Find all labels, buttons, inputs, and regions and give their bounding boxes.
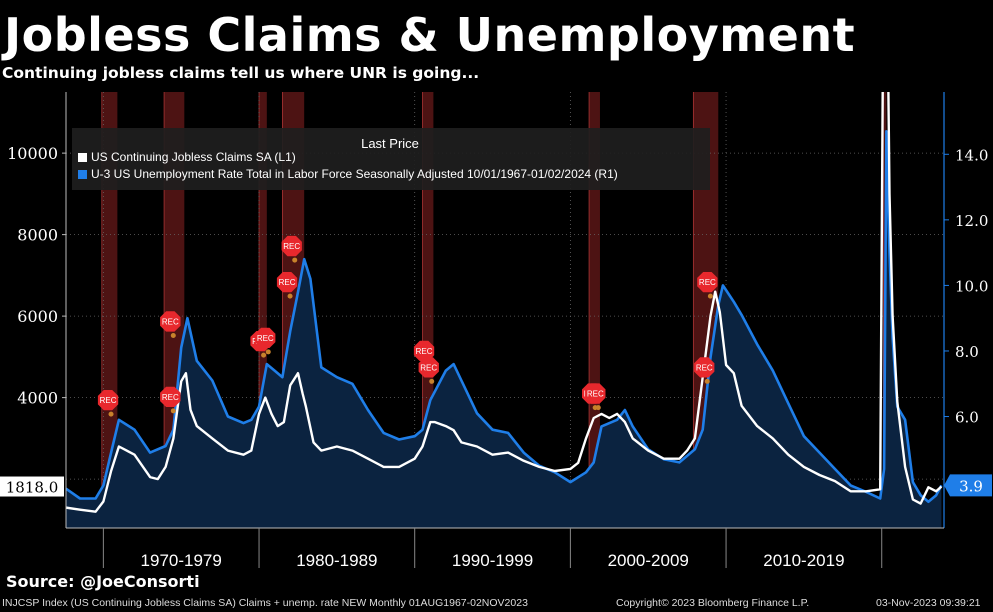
rec-marker-label: REC: [162, 317, 179, 326]
rec-marker-dot: [704, 378, 710, 384]
rec-marker-dot: [261, 352, 267, 358]
chart-legend: Last Price US Continuing Jobless Claims S…: [72, 128, 710, 190]
recession-band: [589, 92, 600, 528]
rec-marker: [697, 272, 718, 293]
rec-marker-label: REC: [416, 347, 433, 356]
rec-marker: [281, 235, 302, 257]
rec-marker-dot: [707, 293, 713, 299]
rec-marker-dot: [595, 405, 601, 411]
legend-entry-label: U-3 US Unemployment Rate Total in Labor …: [91, 167, 618, 181]
recession-band: [101, 92, 118, 528]
index-info: INJCSP Index (US Continuing Jobless Clai…: [2, 597, 528, 609]
rec-marker: [97, 390, 119, 411]
left-axis-tick-label: 8000: [17, 226, 58, 245]
left-axis-tick-label: 6000: [17, 307, 58, 326]
left-axis-tick-label: 4000: [17, 389, 58, 408]
rec-marker-dot: [265, 349, 271, 355]
right-axis-tick-label: 12.0: [955, 212, 988, 230]
x-axis-tick-label: 2000-2009: [608, 551, 689, 570]
legend-entry-label: US Continuing Jobless Claims SA (L1): [91, 150, 296, 164]
rec-markers: RECRECRECRECRECRECRECRECRECRECRECRECREC: [97, 235, 718, 417]
rec-marker: [694, 357, 715, 378]
legend-box: [72, 128, 710, 190]
chart-title: Jobless Claims & Unemployment: [4, 8, 856, 62]
left-last-value-tag: [0, 476, 64, 497]
rec-marker-dot: [108, 411, 114, 417]
x-axis-tick-label: 1970-1979: [141, 551, 222, 570]
series-line-unemployment-rate: [66, 130, 943, 504]
copyright: Copyright© 2023 Bloomberg Finance L.P.: [616, 597, 810, 609]
rec-marker: [413, 340, 435, 362]
rec-marker: [418, 357, 439, 378]
right-axis-tick-label: 6.0: [955, 409, 979, 427]
unemployment-area: [66, 131, 942, 528]
rec-marker-dot: [429, 378, 435, 384]
rec-marker-dot: [170, 332, 176, 338]
rec-marker-label: REC: [162, 393, 179, 402]
left-last-value-label: 1818.0: [6, 479, 59, 497]
rec-marker-label: REC: [279, 278, 296, 287]
x-axis-tick-label: 1990-1999: [452, 551, 533, 570]
right-axis-tick-label: 8.0: [955, 343, 979, 361]
rec-marker: [255, 327, 276, 348]
series-line-continuing-claims: [66, 92, 943, 513]
recession-band: [259, 92, 267, 528]
rec-marker: [585, 383, 606, 404]
recession-band: [422, 92, 434, 528]
timestamp: 03-Nov-2023 09:39:21: [876, 597, 981, 609]
rec-marker: [160, 311, 181, 332]
rec-marker-label: REC: [257, 334, 274, 343]
rec-marker: [276, 272, 298, 293]
rec-marker-label: REC: [100, 396, 117, 405]
rec-marker-label: REC: [699, 278, 716, 287]
chart-subtitle: Continuing jobless claims tell us where …: [2, 64, 480, 82]
legend-title: Last Price: [361, 136, 419, 151]
rec-marker-label: REC: [696, 363, 713, 372]
x-axis-tick-label: 1980-1989: [296, 551, 377, 570]
rec-marker: [160, 386, 181, 407]
right-axis-tick-label: 10.0: [955, 277, 988, 295]
rec-marker-label: REC: [587, 390, 604, 399]
x-axis-tick-label: 2010-2019: [763, 551, 844, 570]
rec-marker-label: REC: [420, 363, 437, 372]
legend-swatch: [78, 170, 87, 179]
right-last-value-tag: [944, 474, 992, 497]
right-axis-tick-label: 14.0: [955, 146, 988, 164]
right-last-value-label: 3.9: [959, 477, 983, 495]
source-credit: Source: @JoeConsorti: [6, 572, 200, 591]
rec-marker-dot: [170, 408, 176, 414]
rec-marker-dot: [287, 293, 293, 299]
legend-swatch: [78, 153, 87, 162]
rec-marker-dot: [292, 257, 298, 263]
rec-marker-label: REC: [283, 242, 300, 251]
left-axis-tick-label: 10000: [7, 144, 58, 163]
